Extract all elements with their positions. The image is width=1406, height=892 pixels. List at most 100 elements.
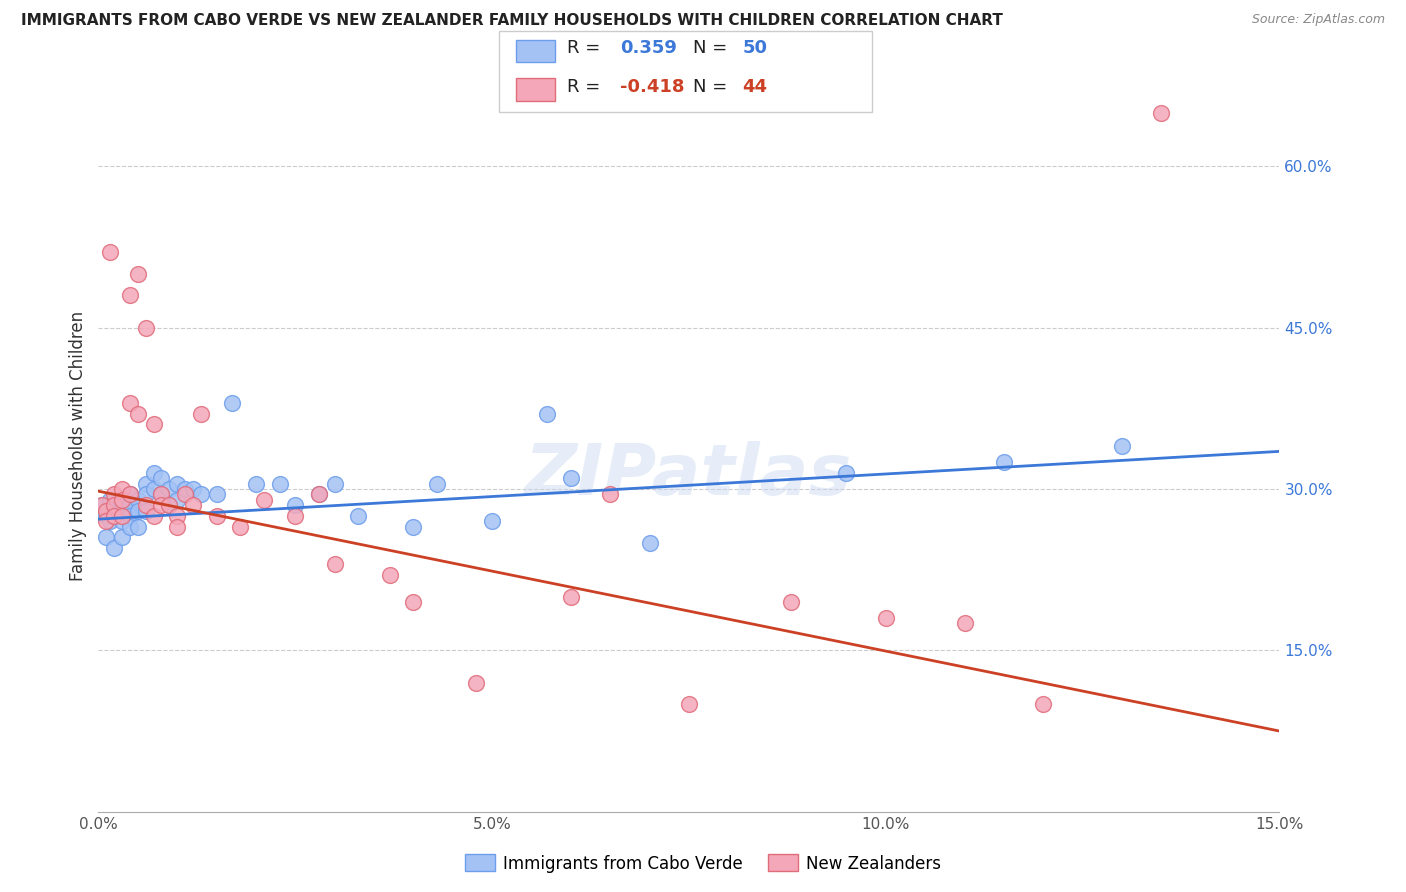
Point: [111, 498, 134, 512]
Point: [157, 498, 180, 512]
Point: [378, 568, 401, 582]
Point: [150, 487, 173, 501]
Point: [1032, 697, 1054, 711]
Point: [174, 482, 197, 496]
Point: [599, 487, 621, 501]
Point: [135, 498, 157, 512]
Y-axis label: Family Households with Children: Family Households with Children: [69, 311, 87, 581]
Point: [118, 508, 141, 523]
Point: [127, 267, 149, 281]
Point: [111, 482, 134, 496]
Point: [135, 320, 157, 334]
Point: [118, 487, 141, 501]
Point: [142, 482, 165, 496]
Point: [166, 476, 188, 491]
Point: [98, 492, 121, 507]
Point: [91, 498, 114, 512]
Point: [402, 595, 425, 609]
Point: [166, 492, 188, 507]
Point: [536, 407, 558, 421]
Point: [96, 508, 118, 523]
Text: 44: 44: [742, 78, 768, 95]
Point: [181, 498, 204, 512]
Point: [323, 476, 346, 491]
Point: [127, 519, 149, 533]
Point: [284, 498, 307, 512]
Text: IMMIGRANTS FROM CABO VERDE VS NEW ZEALANDER FAMILY HOUSEHOLDS WITH CHILDREN CORR: IMMIGRANTS FROM CABO VERDE VS NEW ZEALAN…: [21, 13, 1002, 29]
Point: [835, 466, 858, 480]
Point: [780, 595, 803, 609]
Text: N =: N =: [693, 39, 733, 57]
Point: [174, 487, 197, 501]
Point: [103, 508, 125, 523]
Point: [166, 519, 188, 533]
Point: [118, 288, 141, 302]
Point: [1150, 105, 1173, 120]
Point: [98, 245, 121, 260]
Point: [118, 498, 141, 512]
Text: R =: R =: [567, 39, 606, 57]
Point: [103, 498, 125, 512]
Point: [118, 487, 141, 501]
Point: [96, 503, 118, 517]
Point: [323, 558, 346, 572]
Point: [150, 471, 173, 485]
Text: R =: R =: [567, 78, 606, 95]
Legend: Immigrants from Cabo Verde, New Zealanders: Immigrants from Cabo Verde, New Zealande…: [458, 847, 948, 880]
Text: N =: N =: [693, 78, 733, 95]
Point: [103, 503, 125, 517]
Point: [229, 519, 252, 533]
Point: [347, 508, 370, 523]
Point: [308, 487, 330, 501]
Point: [111, 530, 134, 544]
Point: [118, 396, 141, 410]
Point: [481, 514, 503, 528]
Point: [127, 503, 149, 517]
Point: [993, 455, 1015, 469]
Point: [118, 519, 141, 533]
Point: [402, 519, 425, 533]
Point: [157, 498, 180, 512]
Point: [205, 508, 228, 523]
Point: [190, 487, 212, 501]
Point: [98, 514, 121, 528]
Point: [103, 508, 125, 523]
Point: [135, 476, 157, 491]
Point: [253, 492, 276, 507]
Point: [111, 492, 134, 507]
Point: [465, 675, 488, 690]
Point: [205, 487, 228, 501]
Point: [142, 417, 165, 432]
Point: [678, 697, 700, 711]
Point: [560, 471, 582, 485]
Point: [96, 514, 118, 528]
Point: [142, 466, 165, 480]
Point: [953, 616, 976, 631]
Point: [135, 503, 157, 517]
Point: [127, 407, 149, 421]
Point: [269, 476, 291, 491]
Point: [103, 487, 125, 501]
Point: [245, 476, 267, 491]
Text: ZIPatlas: ZIPatlas: [526, 441, 852, 509]
Point: [127, 492, 149, 507]
Point: [560, 590, 582, 604]
Point: [111, 514, 134, 528]
Point: [111, 503, 134, 517]
Text: 0.359: 0.359: [620, 39, 676, 57]
Point: [150, 487, 173, 501]
Point: [111, 508, 134, 523]
Point: [1111, 439, 1133, 453]
Point: [166, 508, 188, 523]
Point: [875, 611, 897, 625]
Point: [157, 482, 180, 496]
Point: [103, 541, 125, 556]
Point: [150, 498, 173, 512]
Point: [426, 476, 449, 491]
Text: 50: 50: [742, 39, 768, 57]
Point: [221, 396, 243, 410]
Point: [190, 407, 212, 421]
Text: Source: ZipAtlas.com: Source: ZipAtlas.com: [1251, 13, 1385, 27]
Point: [284, 508, 307, 523]
Point: [181, 482, 204, 496]
